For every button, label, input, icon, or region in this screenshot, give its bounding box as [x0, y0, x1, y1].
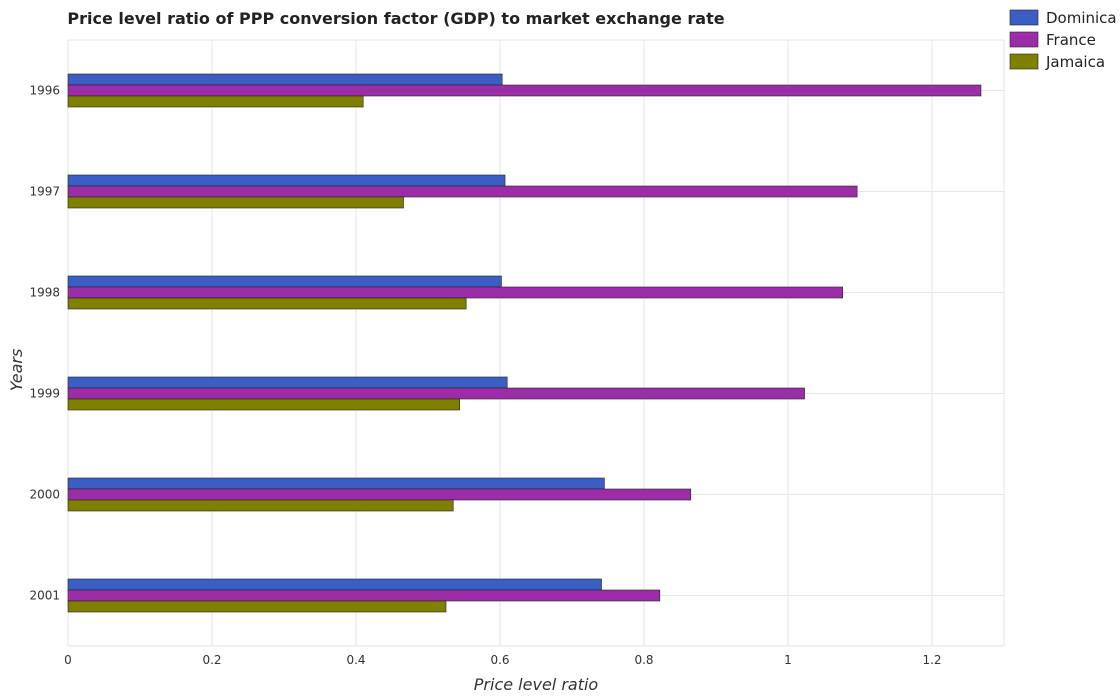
legend: Dominica France Jamaica	[1009, 9, 1117, 71]
bar-france-1997	[67, 185, 858, 198]
x-tick-label: 0.8	[634, 653, 653, 667]
x-tick-label: 1.2	[922, 653, 941, 667]
chart-title: Price level ratio of PPP conversion fact…	[67, 9, 724, 28]
bar-france-1996	[67, 84, 982, 97]
bar-dominica-1996	[67, 73, 503, 86]
bar-france-1998	[67, 286, 844, 299]
bar-dominica-2001	[67, 578, 602, 591]
bar-dominica-1997	[67, 174, 506, 187]
legend-label-france: France	[1046, 31, 1096, 49]
y-tick-label: 2000	[29, 488, 60, 502]
y-tick-label: 1998	[29, 286, 60, 300]
bar-france-2000	[67, 488, 692, 501]
bar-jamaica-1998	[67, 297, 467, 310]
x-tick-label: 0.2	[202, 653, 221, 667]
bar-dominica-1998	[67, 275, 502, 288]
bar-jamaica-2001	[67, 600, 447, 613]
grid-lines	[67, 39, 1005, 647]
x-tick-label: 0	[64, 653, 72, 667]
legend-swatch-dominica	[1009, 9, 1039, 26]
x-tick-label: 0.6	[490, 653, 509, 667]
x-tick-label: 1	[784, 653, 792, 667]
x-tick-label: 0.4	[346, 653, 365, 667]
bar-dominica-1999	[67, 376, 508, 389]
y-tick-label: 1996	[29, 84, 60, 98]
bar-france-2001	[67, 589, 661, 602]
bar-jamaica-1999	[67, 398, 460, 411]
bars	[67, 73, 982, 613]
y-tick-label: 1999	[29, 387, 60, 401]
legend-label-dominica: Dominica	[1046, 9, 1117, 27]
legend-swatch-france	[1009, 31, 1039, 48]
bar-jamaica-1997	[67, 196, 404, 209]
y-tick-label: 1997	[29, 185, 60, 199]
bar-jamaica-1996	[67, 95, 364, 108]
legend-swatch-jamaica	[1009, 53, 1039, 70]
bar-jamaica-2000	[67, 499, 454, 512]
plot-area	[67, 39, 1005, 647]
legend-label-jamaica: Jamaica	[1045, 53, 1105, 71]
bar-dominica-2000	[67, 477, 605, 490]
x-axis-ticks: 0 0.2 0.4 0.6 0.8 1 1.2	[64, 653, 941, 667]
bar-france-1999	[67, 387, 805, 400]
y-axis-ticks: 1996 1997 1998 1999 2000 2001	[29, 84, 60, 603]
y-axis-label: Years	[7, 349, 26, 392]
x-axis-label: Price level ratio	[474, 675, 599, 694]
y-tick-label: 2001	[29, 589, 60, 603]
